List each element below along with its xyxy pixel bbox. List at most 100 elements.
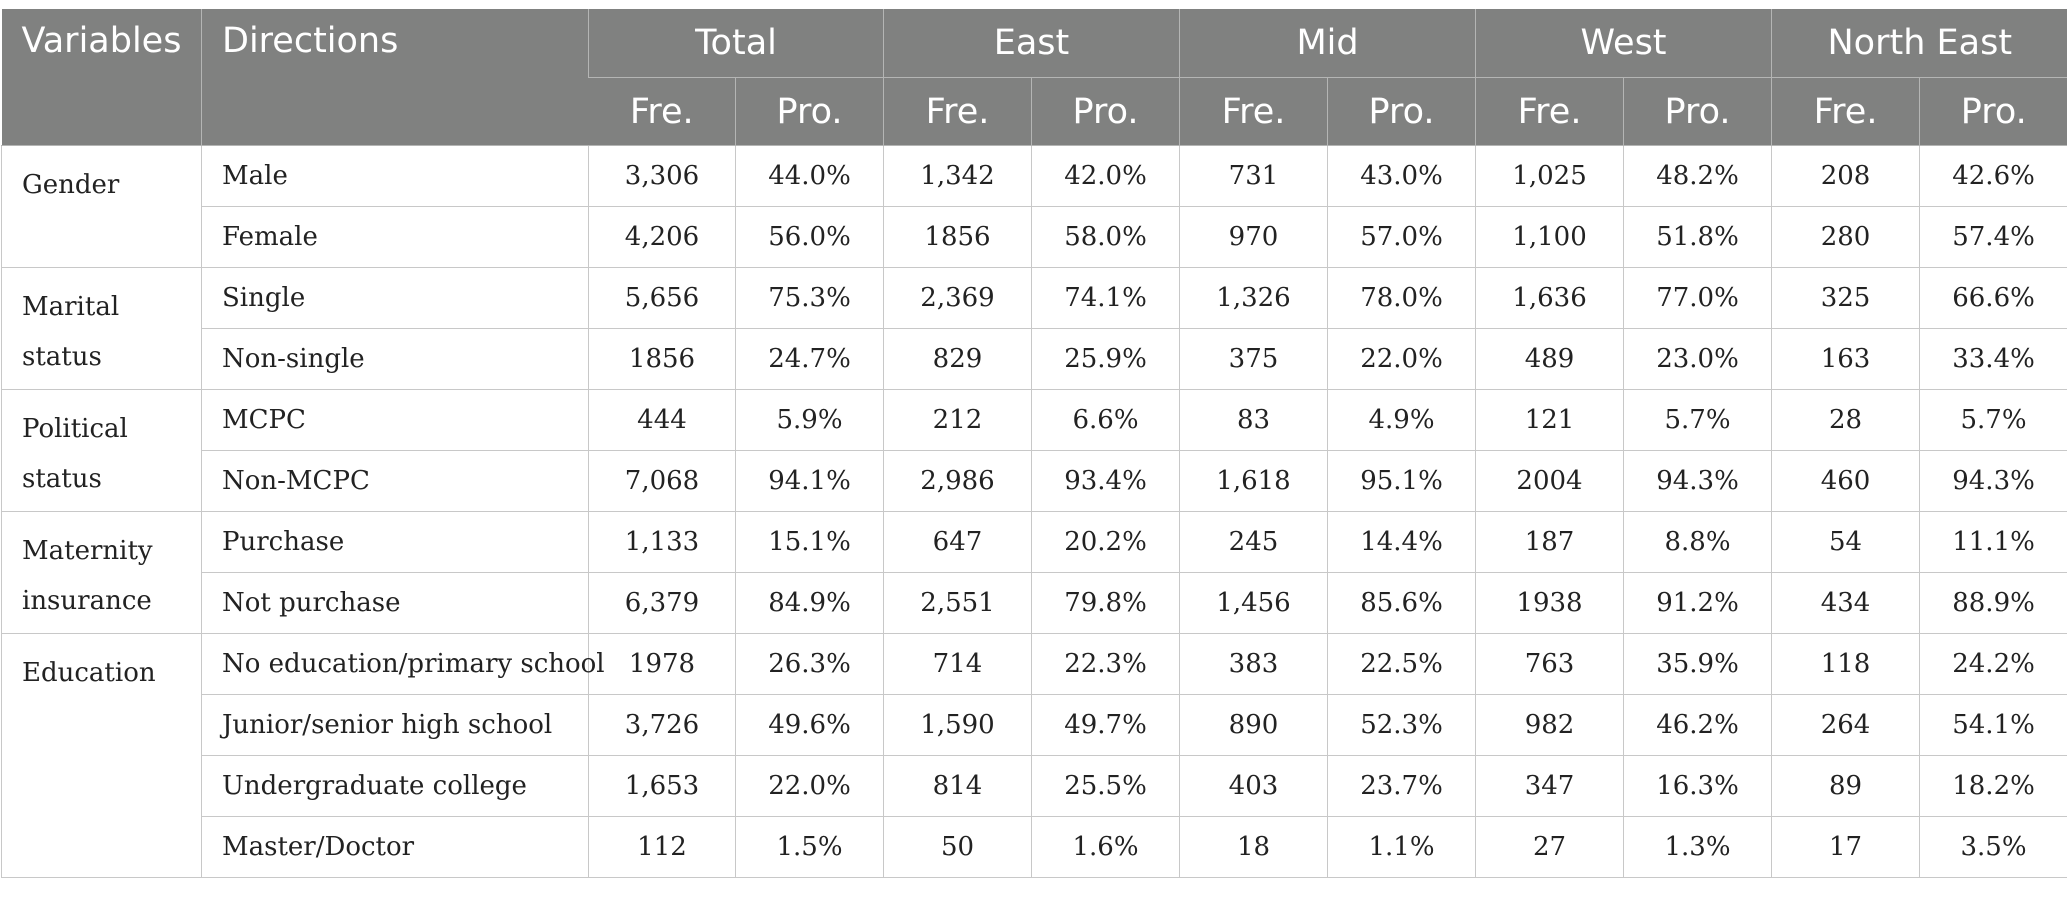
proportion-cell: 4.9% xyxy=(1326,389,1477,451)
proportion-cell: 5.9% xyxy=(735,389,884,451)
demographics-table: Variables Directions Total East Mid West… xyxy=(1,9,2067,878)
proportion-cell: 25.9% xyxy=(1031,328,1180,390)
proportion-cell: 95.1% xyxy=(1326,450,1477,512)
header-fre: Fre. xyxy=(1179,77,1328,146)
table-row: Education No education/primary school 1978… xyxy=(1,633,2067,878)
frequency-cell: 1,653 xyxy=(588,755,736,817)
frequency-cell: 403 xyxy=(1179,755,1328,817)
proportion-cell: 51.8% xyxy=(1623,206,1773,268)
proportion-cell: 23.7% xyxy=(1326,755,1477,817)
table-row: Master/Doctor 112 1.5% 50 1.6% 18 1.1% 27 1.3% 17… xyxy=(2,816,2067,878)
frequency-cell: 212 xyxy=(883,389,1032,451)
header-fre: Fre. xyxy=(883,77,1032,146)
table-row: Political status MCPC 444 5.9% 212 6.6% 83 4.9%… xyxy=(1,389,2067,512)
table-header: Variables Directions Total East Mid West… xyxy=(1,9,2067,146)
frequency-cell: 460 xyxy=(1771,450,1921,512)
direction-cell: Master/Doctor xyxy=(201,816,589,878)
frequency-cell: 714 xyxy=(883,633,1032,695)
direction-cell: Non-single xyxy=(201,328,589,390)
proportion-cell: 42.0% xyxy=(1031,145,1180,207)
frequency-cell: 118 xyxy=(1771,633,1921,695)
frequency-cell: 2,551 xyxy=(883,572,1032,634)
frequency-cell: 1,590 xyxy=(883,694,1032,756)
frequency-cell: 890 xyxy=(1179,694,1328,756)
proportion-cell: 91.2% xyxy=(1623,572,1773,634)
proportion-cell: 44.0% xyxy=(735,145,884,207)
proportion-cell: 66.6% xyxy=(1919,267,2067,329)
frequency-cell: 829 xyxy=(883,328,1032,390)
frequency-cell: 89 xyxy=(1771,755,1921,817)
frequency-cell: 245 xyxy=(1179,511,1328,573)
proportion-cell: 1.3% xyxy=(1623,816,1773,878)
frequency-cell: 112 xyxy=(588,816,736,878)
proportion-cell: 11.1% xyxy=(1919,511,2067,573)
proportion-cell: 85.6% xyxy=(1326,572,1477,634)
frequency-cell: 6,379 xyxy=(588,572,736,634)
direction-cell: Male xyxy=(201,145,589,207)
proportion-cell: 58.0% xyxy=(1031,206,1180,268)
direction-cell: Junior/senior high school xyxy=(201,694,589,756)
proportion-cell: 22.0% xyxy=(1326,328,1477,390)
table-row: Maternity insurance Purchase 1,133 15.1% 647… xyxy=(1,511,2067,634)
frequency-cell: 121 xyxy=(1475,389,1625,451)
proportion-cell: 94.3% xyxy=(1623,450,1773,512)
header-pro: Pro. xyxy=(1031,77,1180,146)
direction-cell: Not purchase xyxy=(201,572,589,634)
frequency-cell: 1,326 xyxy=(1179,267,1328,329)
header-group-west: West xyxy=(1475,9,1772,78)
proportion-cell: 56.0% xyxy=(735,206,884,268)
frequency-cell: 1,456 xyxy=(1179,572,1328,634)
header-variables: Variables xyxy=(1,9,202,146)
frequency-cell: 27 xyxy=(1475,816,1625,878)
proportion-cell: 6.6% xyxy=(1031,389,1180,451)
frequency-cell: 814 xyxy=(883,755,1032,817)
proportion-cell: 46.2% xyxy=(1623,694,1773,756)
proportion-cell: 74.1% xyxy=(1031,267,1180,329)
header-pro: Pro. xyxy=(1919,77,2067,146)
frequency-cell: 444 xyxy=(588,389,736,451)
frequency-cell: 1938 xyxy=(1475,572,1625,634)
direction-cell: MCPC xyxy=(201,389,589,451)
frequency-cell: 2004 xyxy=(1475,450,1625,512)
frequency-cell: 647 xyxy=(883,511,1032,573)
proportion-cell: 14.4% xyxy=(1326,511,1477,573)
proportion-cell: 22.0% xyxy=(735,755,884,817)
proportion-cell: 88.9% xyxy=(1919,572,2067,634)
frequency-cell: 763 xyxy=(1475,633,1625,695)
frequency-cell: 325 xyxy=(1771,267,1921,329)
proportion-cell: 78.0% xyxy=(1326,267,1477,329)
proportion-cell: 94.3% xyxy=(1919,450,2067,512)
proportion-cell: 52.3% xyxy=(1326,694,1477,756)
frequency-cell: 2,986 xyxy=(883,450,1032,512)
variable-cell: Education xyxy=(1,633,202,878)
table-row: Female 4,206 56.0% 1856 58.0% 970 57.0% 1,100 51… xyxy=(2,206,2067,268)
table-row: Junior/senior high school 3,726 49.6% 1,590… xyxy=(2,694,2067,756)
frequency-cell: 1,636 xyxy=(1475,267,1625,329)
proportion-cell: 5.7% xyxy=(1623,389,1773,451)
proportion-cell: 84.9% xyxy=(735,572,884,634)
proportion-cell: 16.3% xyxy=(1623,755,1773,817)
proportion-cell: 5.7% xyxy=(1919,389,2067,451)
header-group-north-east: North East xyxy=(1771,9,2067,78)
header-group-mid: Mid xyxy=(1178,9,1476,78)
proportion-cell: 1.6% xyxy=(1031,816,1180,878)
proportion-cell: 75.3% xyxy=(735,267,884,329)
header-pro: Pro. xyxy=(1326,77,1476,146)
frequency-cell: 1,133 xyxy=(588,511,736,573)
frequency-cell: 1856 xyxy=(588,328,736,390)
frequency-cell: 1,025 xyxy=(1475,145,1625,207)
frequency-cell: 17 xyxy=(1771,816,1921,878)
variable-cell: Marital status xyxy=(1,267,202,390)
proportion-cell: 57.4% xyxy=(1919,206,2067,268)
frequency-cell: 1,100 xyxy=(1475,206,1625,268)
frequency-cell: 7,068 xyxy=(588,450,736,512)
proportion-cell: 57.0% xyxy=(1326,206,1477,268)
table-row: Marital status Single 5,656 75.3% 2,369 74.1%… xyxy=(1,267,2067,390)
proportion-cell: 3.5% xyxy=(1919,816,2067,878)
frequency-cell: 347 xyxy=(1475,755,1625,817)
header-pro: Pro. xyxy=(1623,77,1772,146)
frequency-cell: 1,618 xyxy=(1179,450,1328,512)
frequency-cell: 50 xyxy=(883,816,1032,878)
frequency-cell: 264 xyxy=(1771,694,1921,756)
frequency-cell: 280 xyxy=(1771,206,1921,268)
